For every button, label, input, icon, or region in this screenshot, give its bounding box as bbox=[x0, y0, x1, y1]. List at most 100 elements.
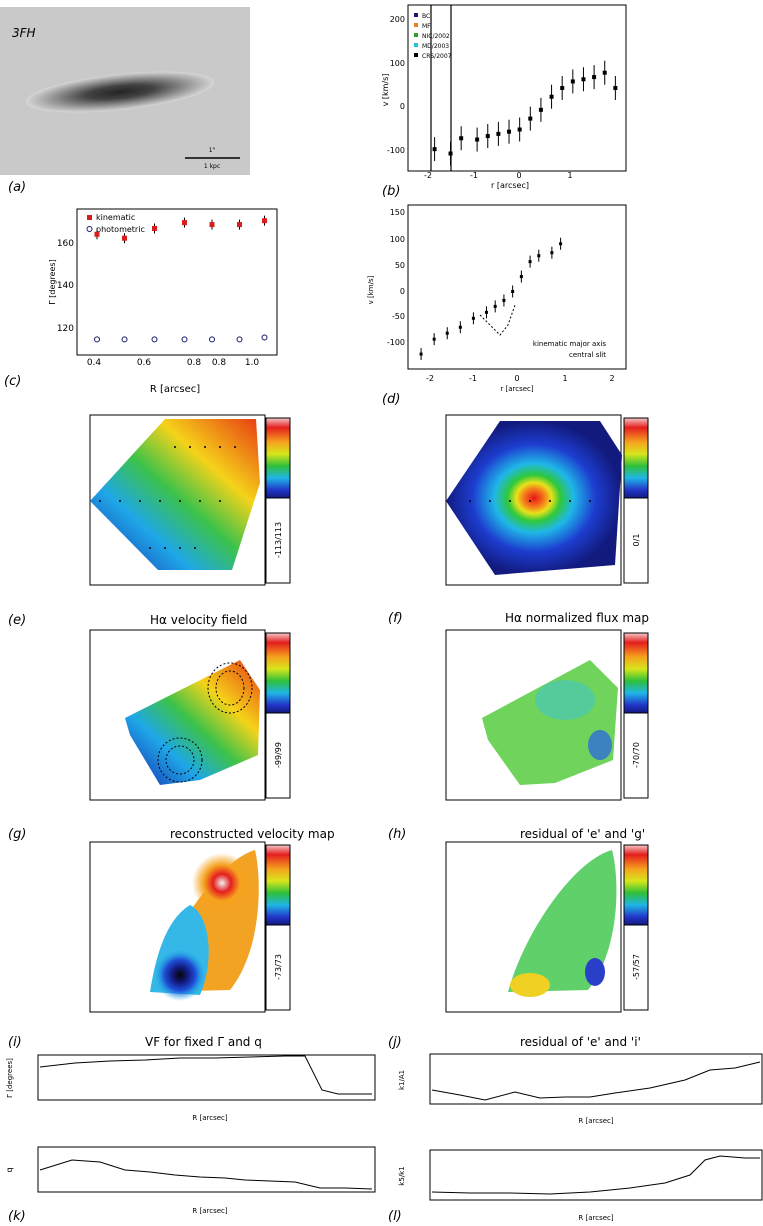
y-axis-label: Γ [degrees] bbox=[6, 1058, 14, 1098]
data-point bbox=[432, 147, 437, 152]
legend-entry: central slit bbox=[569, 351, 606, 359]
panel-f: 0/1 (f) Hα normalized flux map bbox=[388, 414, 649, 626]
x-tick-label: -1 bbox=[470, 171, 478, 180]
data-point bbox=[528, 116, 533, 121]
data-point bbox=[485, 134, 490, 139]
panel-letter: (c) bbox=[4, 374, 21, 389]
colorbar bbox=[265, 844, 291, 926]
legend-entry: CRS/2007 bbox=[422, 53, 452, 60]
kinematic-point bbox=[209, 222, 215, 228]
colorbar-label-box bbox=[623, 712, 649, 799]
plot-frame bbox=[407, 4, 627, 172]
y-tick-label: -100 bbox=[387, 338, 405, 347]
data-point bbox=[581, 77, 586, 82]
colorbar bbox=[623, 417, 649, 499]
panel-caption: residual of 'e' and 'i' bbox=[520, 1035, 641, 1049]
panel-d: (d) r [arcsec] v [km/s] -2 -1 0 1 2 -100… bbox=[367, 204, 627, 407]
data-point bbox=[517, 127, 522, 132]
data-point bbox=[560, 86, 565, 90]
scale-label-top: 1" bbox=[209, 147, 216, 154]
y-tick-label: 140 bbox=[57, 281, 74, 291]
data-point bbox=[511, 289, 515, 293]
redshift-peak bbox=[192, 853, 252, 913]
x-tick-label: 0.4 bbox=[87, 358, 102, 368]
data-point bbox=[538, 107, 543, 112]
strip-k1: k1/A1 R [arcsec] bbox=[398, 1053, 763, 1125]
strip-k5: k5/k1 R [arcsec] (l) bbox=[388, 1149, 763, 1224]
panel-caption: VF for fixed Γ and q bbox=[145, 1035, 262, 1049]
y-tick-label: 0 bbox=[400, 287, 405, 296]
residual-feature bbox=[510, 973, 550, 997]
colorbar-range: -113/113 bbox=[274, 522, 283, 558]
colorbar bbox=[623, 844, 649, 926]
colorbar bbox=[265, 632, 291, 714]
panel-c: (c) R [arcsec] Γ [degrees] 0.4 0.6 0.8 0… bbox=[4, 208, 278, 395]
colorbar-range: -70/70 bbox=[632, 742, 641, 768]
colorbar-label-box bbox=[623, 497, 649, 584]
legend-entry: photometric bbox=[96, 225, 145, 234]
panel-letter: (h) bbox=[388, 827, 406, 842]
photometric-point bbox=[236, 336, 243, 343]
plot-frame bbox=[407, 204, 627, 370]
legend-marker bbox=[86, 226, 93, 232]
galaxy-image bbox=[25, 71, 215, 113]
plot-frame bbox=[37, 1054, 376, 1101]
legend-marker bbox=[414, 43, 418, 47]
panel-caption: reconstructed velocity map bbox=[170, 827, 335, 841]
colorbar-range: -57/57 bbox=[632, 954, 641, 980]
panel-letter: (b) bbox=[382, 184, 400, 199]
colorbar-label-box bbox=[265, 712, 291, 799]
fiber-grid bbox=[469, 500, 591, 502]
strip-q: q R [arcsec] (k) bbox=[5, 1146, 376, 1224]
velocity-map bbox=[90, 419, 260, 570]
legend-marker bbox=[414, 23, 418, 27]
panel-letter: (j) bbox=[388, 1035, 402, 1050]
photometric-point bbox=[94, 336, 100, 343]
y-tick-label: 50 bbox=[395, 261, 405, 270]
panel-letter: (d) bbox=[382, 392, 400, 407]
residual-feature bbox=[588, 730, 612, 760]
panel-e: -113/113 (e) Hα velocity field bbox=[8, 414, 291, 628]
data-point bbox=[602, 70, 607, 75]
data-point bbox=[484, 310, 488, 314]
y-tick-label: -100 bbox=[387, 146, 405, 155]
legend-entry: BC bbox=[422, 13, 430, 20]
data-point bbox=[448, 151, 453, 156]
plot-frame bbox=[76, 208, 278, 356]
colorbar-label-box bbox=[623, 924, 649, 1011]
object-tag: 3FH bbox=[12, 26, 36, 40]
x-axis-label: R [arcsec] bbox=[192, 1114, 227, 1122]
strip-gamma: Γ [degrees] R [arcsec] bbox=[6, 1054, 376, 1122]
photometric-point bbox=[121, 336, 128, 343]
x-axis-label: R [arcsec] bbox=[150, 384, 200, 395]
y-tick-label: 0 bbox=[400, 102, 405, 111]
x-tick-label: 0.8 bbox=[212, 358, 227, 368]
y-axis-label: q bbox=[5, 1167, 14, 1172]
photometric-point bbox=[181, 336, 188, 343]
colorbar bbox=[623, 632, 649, 714]
data-point bbox=[592, 75, 597, 80]
k1-line bbox=[431, 1061, 761, 1101]
panel-letter: (i) bbox=[8, 1035, 22, 1050]
legend-entry: kinematic major axis bbox=[533, 340, 606, 348]
kinematic-point bbox=[122, 235, 127, 241]
panel-caption: Hα velocity field bbox=[150, 613, 247, 627]
plot-frame bbox=[429, 1149, 763, 1201]
data-point bbox=[419, 352, 423, 356]
data-point bbox=[471, 316, 475, 320]
x-tick-label: 1 bbox=[562, 374, 567, 383]
panel-letter: (g) bbox=[8, 827, 26, 842]
y-axis-label: v [km/s] bbox=[381, 74, 390, 107]
data-point bbox=[570, 79, 575, 84]
kinematic-point bbox=[94, 231, 100, 237]
data-point bbox=[493, 304, 497, 308]
plot-frame bbox=[429, 1053, 763, 1105]
x-tick-label: 1 bbox=[567, 171, 572, 180]
x-tick-label: 0.8 bbox=[187, 358, 202, 368]
fiber-grid bbox=[99, 446, 236, 549]
legend-entry: NIC/2002 bbox=[422, 33, 450, 40]
panel-letter: (e) bbox=[8, 613, 26, 628]
y-axis-label: Γ [degrees] bbox=[48, 259, 57, 304]
photometric-point bbox=[151, 336, 158, 343]
